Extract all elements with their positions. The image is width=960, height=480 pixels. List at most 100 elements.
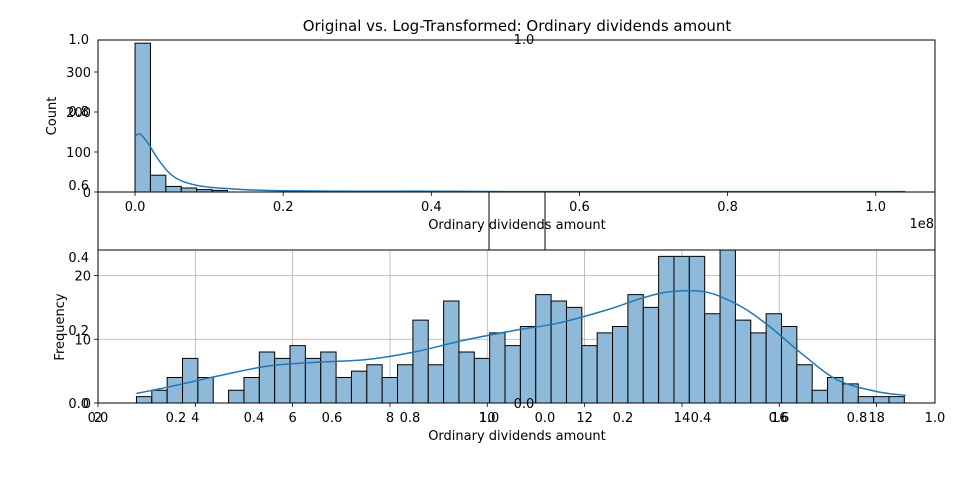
overlay-bottom-tick: 0.8	[847, 411, 868, 426]
bottom-histogram-bar	[166, 377, 184, 404]
bottom-kde-line	[136, 289, 906, 397]
overlay-axes-lines	[97, 192, 936, 251]
bottom-x-tick-label: 18	[868, 411, 885, 426]
bottom-histogram-bar	[458, 351, 475, 404]
bottom-histogram-bar	[473, 357, 491, 404]
bottom-histogram-bar	[765, 313, 782, 404]
overlay-bottom-tick: 1.0	[479, 411, 500, 426]
overlay-bottom-tick: 0.6	[322, 411, 343, 426]
overlay-left-tick: 0.6	[68, 179, 89, 194]
bottom-x-ticks: 2 4 6 8 10 12 14 16 18	[94, 403, 885, 426]
bottom-histogram-bar	[289, 345, 306, 404]
overlay-left-tick: 1.0	[68, 33, 89, 48]
top-x-tick-label: 0.2	[273, 200, 294, 215]
bottom-histogram-bar	[750, 332, 767, 404]
bottom-histogram-bar	[427, 364, 445, 404]
bottom-histogram-bar	[581, 345, 598, 404]
bottom-histogram-bar	[719, 249, 736, 404]
top-y-tick-label: 0	[83, 186, 91, 201]
bottom-histogram-bar	[519, 326, 537, 404]
bottom-x-tick-label: 10	[479, 411, 496, 426]
bottom-histogram-bar	[243, 377, 260, 404]
bottom-x-tick-label: 8	[386, 411, 394, 426]
top-histogram-bar	[180, 187, 198, 193]
bottom-x-axis-label: Ordinary dividends amount	[428, 429, 606, 444]
bottom-histogram-bar	[796, 364, 813, 404]
top-histogram-bar	[134, 42, 151, 193]
bottom-x-tick-label: 16	[771, 411, 788, 426]
bottom-histogram-bar	[381, 377, 399, 404]
bottom-histogram-bar	[673, 255, 690, 404]
overlay-center-tick: 0.0	[514, 397, 535, 412]
top-x-tick-label: 0.8	[717, 200, 738, 215]
bottom-histogram-bar	[811, 389, 829, 404]
bottom-histogram-bar	[397, 364, 414, 404]
bottom-x-tick-label: 2	[94, 411, 102, 426]
bottom-histogram-bar	[366, 364, 383, 404]
bottom-histogram-bar	[535, 294, 552, 404]
bottom-y-tick-label: 20	[74, 270, 91, 285]
top-x-tick-label: 0.6	[569, 200, 590, 215]
bottom-axes-frame	[97, 249, 936, 404]
top-y-tick-label: 100	[66, 146, 91, 161]
overlay-left-tick: 0.0	[68, 397, 89, 412]
top-x-offset-label: 1e8	[909, 217, 934, 232]
overlay-bottom-tick: 0.2	[613, 411, 634, 426]
bottom-histogram-bar	[504, 345, 521, 404]
bottom-histogram-bar	[135, 396, 153, 404]
overlay-bottom-tick: 0.4	[691, 411, 712, 426]
bottom-histogram-bar	[489, 332, 506, 404]
top-histogram-panel: 1.0 0.8 0.6 1.0 0.0 0.2 0.4 0.6 0.8 1.0 0 100 2…	[45, 33, 936, 233]
bottom-overlay-ticks: 0.4 0.2 0.0 0.0 0.2 0.4 0.6 0.8 1.0 0.0 …	[68, 251, 945, 426]
bottom-x-tick-label: 12	[576, 411, 593, 426]
bottom-bars	[135, 249, 905, 404]
top-y-tick-label: 300	[66, 66, 91, 81]
top-histogram-bar	[165, 185, 182, 193]
bottom-x-tick-label: 4	[191, 411, 199, 426]
top-y-ticks: 0 100 200 300	[66, 66, 98, 201]
overlay-left-tick: 0.2	[68, 324, 89, 339]
bottom-histogram-bar	[688, 255, 706, 404]
bottom-histogram-bar	[704, 313, 721, 404]
bottom-histogram-bar	[197, 377, 214, 404]
overlay-left-tick: 0.8	[68, 105, 89, 120]
bottom-histogram-bar	[627, 294, 644, 404]
top-x-axis-label: Ordinary dividends amount	[428, 218, 606, 233]
top-overlay-ticks: 1.0 0.8 0.6 1.0	[68, 33, 534, 194]
bottom-histogram-bar	[320, 351, 337, 404]
bottom-histogram-bar	[412, 319, 429, 404]
top-bars	[134, 42, 228, 193]
bottom-histogram-bar	[228, 389, 245, 404]
top-y-axis-label: Count	[45, 97, 60, 136]
bottom-histogram-bar	[596, 332, 614, 404]
bottom-histogram-bar	[612, 326, 629, 404]
bottom-histogram-bar	[350, 370, 368, 404]
overlay-bottom-tick: 0.6	[769, 411, 790, 426]
overlay-left-tick: 0.4	[68, 251, 89, 266]
overlay-bottom-tick: 1.0	[925, 411, 946, 426]
top-x-tick-label: 0.4	[421, 200, 442, 215]
bottom-x-tick-label: 14	[674, 411, 691, 426]
bottom-histogram-bar	[565, 306, 583, 404]
bottom-y-tick-label: 0	[83, 397, 91, 412]
overlay-bottom-tick: 0.0	[88, 411, 109, 426]
top-x-ticks: 0.0 0.2 0.4 0.6 0.8 1.0	[125, 192, 886, 215]
top-histogram-bar	[149, 174, 167, 193]
top-x-tick-label: 1.0	[865, 200, 886, 215]
bottom-histogram-bar	[550, 300, 567, 404]
bottom-histogram-bar	[443, 300, 460, 404]
overlay-bottom-tick: 0.0	[535, 411, 556, 426]
bottom-x-tick-label: 6	[289, 411, 297, 426]
bottom-y-tick-label: 10	[74, 333, 91, 348]
bottom-histogram-bar	[857, 396, 875, 404]
bottom-histogram-bar	[873, 396, 890, 404]
overlay-bottom-tick: 0.8	[400, 411, 421, 426]
bottom-histogram-panel: 2 4 6 8 10 12 14 16 18 0 10 20 0.4 0.2 0.0 0.0 0.2…	[53, 249, 945, 444]
bottom-histogram-bar	[304, 357, 322, 404]
bottom-histogram-bar	[642, 306, 660, 404]
bottom-y-axis-label: Frequency	[53, 293, 68, 360]
top-axes-frame	[97, 39, 936, 193]
top-x-tick-label: 0.0	[125, 200, 146, 215]
bottom-histogram-bar	[658, 255, 675, 404]
